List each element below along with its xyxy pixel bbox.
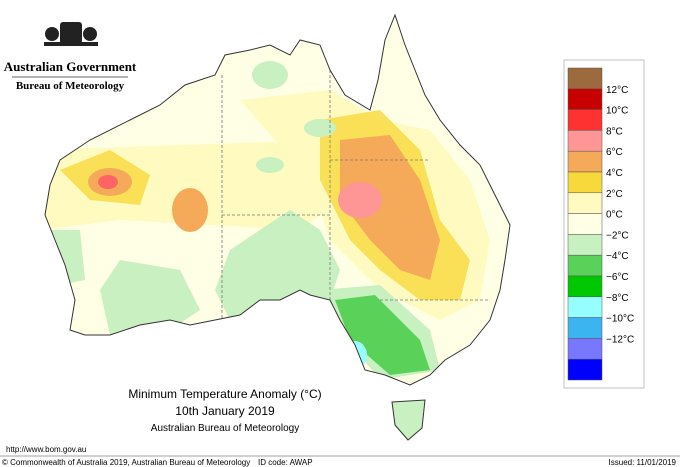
legend: 12°C 10°C 8°C 6°C 4°C 2°C 0°C −2°C −4°C −6°C −8°C −…	[563, 59, 645, 389]
legend-swatch	[567, 338, 603, 360]
legend-swatch	[567, 296, 603, 318]
emblem	[44, 22, 98, 46]
legend-swatch	[567, 192, 603, 214]
legend-label: −10°C	[606, 314, 634, 325]
bureau: Bureau of Meteorology	[16, 80, 125, 92]
issued: Issued: 11/01/2019	[609, 458, 677, 467]
map-source: Australian Bureau of Meteorology	[151, 423, 299, 434]
legend-label: 6°C	[606, 147, 623, 158]
legend-label: −12°C	[606, 334, 634, 345]
tasmania	[391, 399, 426, 441]
legend-label: 12°C	[606, 85, 628, 96]
legend-label: −6°C	[606, 272, 629, 283]
legend-label: 4°C	[606, 168, 623, 179]
url: http://www.bom.gov.au	[6, 445, 86, 454]
legend-swatch	[567, 213, 603, 235]
map-title: Minimum Temperature Anomaly (°C)	[128, 387, 321, 401]
map-date: 10th January 2019	[175, 404, 275, 418]
legend-swatch	[567, 275, 603, 298]
legend-swatch	[567, 130, 603, 152]
government: Australian Government	[4, 59, 137, 74]
legend-swatch	[567, 171, 603, 194]
legend-label: −8°C	[606, 293, 629, 304]
copyright: © Commonwealth of Australia 2019, Austra…	[2, 458, 250, 467]
legend-swatch	[567, 254, 603, 277]
legend-swatch	[567, 234, 603, 256]
id-code: ID code: AWAP	[258, 458, 313, 467]
legend-label: 0°C	[606, 210, 623, 221]
legend-label: 10°C	[606, 106, 628, 117]
legend-swatch	[567, 67, 603, 90]
legend-label: −2°C	[606, 230, 629, 241]
legend-label: 8°C	[606, 126, 623, 137]
legend-swatch	[567, 358, 603, 381]
legend-label: 2°C	[606, 189, 623, 200]
legend-frame	[563, 59, 645, 389]
legend-swatch	[567, 317, 603, 339]
legend-swatch	[567, 109, 603, 131]
coastline	[44, 13, 511, 386]
legend-swatch	[567, 150, 603, 173]
legend-label: −4°C	[606, 251, 629, 262]
legend-swatch	[567, 88, 603, 110]
